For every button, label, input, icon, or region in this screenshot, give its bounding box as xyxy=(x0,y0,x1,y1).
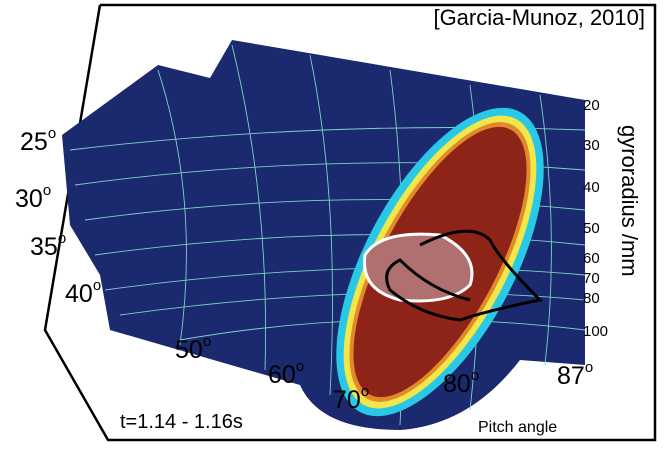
degree-mark: o xyxy=(93,277,101,294)
pitch-axis-title: Pitch angle xyxy=(478,419,557,436)
pitch-label: 60o xyxy=(268,358,304,389)
gyroradius-label: 20 xyxy=(583,97,600,114)
pitch-label: 30o xyxy=(15,182,51,213)
pitch-label: 50o xyxy=(175,333,211,364)
gyroradius-label: 100 xyxy=(583,323,608,340)
pitch-value: 70 xyxy=(333,386,361,414)
pitch-label: 35o xyxy=(30,230,66,261)
gyroradius-label: 70 xyxy=(583,270,600,287)
degree-mark: o xyxy=(296,358,304,375)
degree-mark: o xyxy=(361,383,369,400)
pitch-label: 87o xyxy=(557,359,593,390)
frame xyxy=(43,3,657,442)
pitch-value: 80 xyxy=(443,370,471,398)
degree-mark: o xyxy=(43,182,51,199)
degree-mark: o xyxy=(203,333,211,350)
degree-mark: o xyxy=(48,125,56,142)
pitch-value: 30 xyxy=(15,185,43,213)
gyroradius-label: 80 xyxy=(583,290,600,307)
degree-mark: o xyxy=(585,359,593,376)
pitch-label: 25o xyxy=(20,125,56,156)
pitch-value: 35 xyxy=(30,233,58,261)
pitch-label: 40o xyxy=(65,277,101,308)
gyroradius-label: 50 xyxy=(583,220,600,237)
pitch-label: 70o xyxy=(333,383,369,414)
gyroradius-label: 60 xyxy=(583,250,600,267)
gyroradius-axis-title: gyroradius /mm xyxy=(617,125,642,277)
citation: [Garcia-Munoz, 2010] xyxy=(433,5,645,30)
pitch-value: 25 xyxy=(20,128,48,156)
pitch-value: 40 xyxy=(65,280,93,308)
gyroradius-label: 40 xyxy=(583,179,600,196)
black-contour xyxy=(385,229,544,322)
pitch-value: 60 xyxy=(268,361,296,389)
pitch-value: 87 xyxy=(557,362,585,390)
time-label: t=1.14 - 1.16s xyxy=(120,411,243,433)
degree-mark: o xyxy=(471,367,479,384)
pitch-value: 50 xyxy=(175,336,203,364)
white-contour xyxy=(362,232,474,303)
pitch-label: 80o xyxy=(443,367,479,398)
degree-mark: o xyxy=(58,230,66,247)
gyroradius-label: 30 xyxy=(583,137,600,154)
